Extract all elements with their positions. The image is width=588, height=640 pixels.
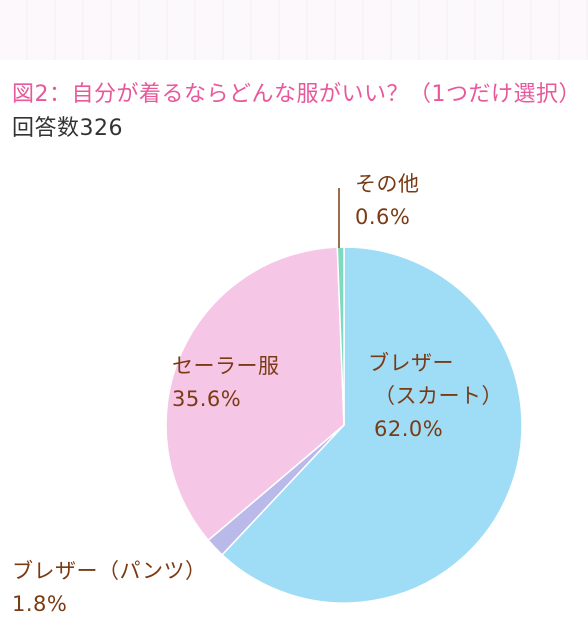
label-blazer-skirt-value: 62.0%: [374, 417, 444, 441]
label-blazer-pants-value: 1.8%: [12, 592, 68, 616]
label-other: その他 0.6%: [355, 168, 420, 234]
label-sailor-line1: セーラー服: [172, 354, 280, 378]
pie-slice-2: [165, 246, 345, 542]
title-question: 図2：自分が着るならどんな服がいい？（1つだけ選択）: [12, 82, 581, 107]
label-blazer-pants: ブレザー（パンツ） 1.8%: [12, 555, 207, 621]
response-count: 回答数326: [12, 116, 123, 141]
pie-slice-0: [221, 246, 523, 604]
header-banner: [0, 0, 588, 60]
label-other-line1: その他: [355, 172, 420, 196]
label-blazer-skirt-line2: （スカート）: [374, 384, 503, 408]
label-blazer-pants-line1: ブレザー（パンツ）: [12, 559, 207, 583]
label-sailor-value: 35.6%: [172, 387, 242, 411]
label-blazer-skirt-line1: ブレザー: [368, 351, 454, 375]
label-sailor: セーラー服 35.6%: [172, 350, 280, 416]
chart-title: 図2：自分が着るならどんな服がいい？（1つだけ選択） 回答数326: [12, 78, 581, 146]
pie-slice-3: [336, 246, 345, 426]
label-blazer-skirt: ブレザー （スカート） 62.0%: [368, 347, 503, 446]
label-other-value: 0.6%: [355, 205, 411, 229]
